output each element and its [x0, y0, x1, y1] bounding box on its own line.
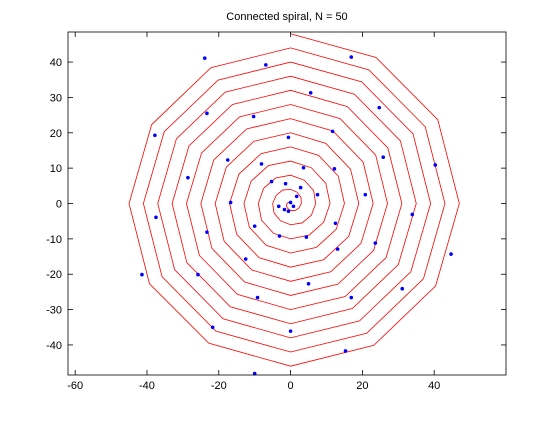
point-marker	[349, 55, 354, 59]
point-marker	[349, 295, 354, 300]
point-marker	[269, 179, 274, 184]
point-marker	[277, 234, 282, 238]
y-tick-label: -40	[46, 340, 62, 352]
point-marker	[332, 167, 337, 171]
point-marker	[373, 241, 378, 245]
point-marker	[196, 272, 200, 277]
point-marker	[288, 200, 293, 205]
point-marker	[140, 272, 144, 277]
y-tick-label: -10	[46, 234, 62, 246]
point-marker	[276, 204, 281, 209]
point-marker	[308, 91, 313, 95]
point-marker	[154, 215, 158, 220]
point-marker	[315, 192, 320, 197]
point-marker	[330, 129, 335, 134]
point-marker	[410, 212, 415, 217]
point-marker	[291, 204, 296, 209]
point-marker	[264, 63, 268, 67]
point-marker	[335, 247, 340, 251]
point-marker	[225, 158, 230, 162]
point-marker	[243, 257, 248, 261]
point-marker	[433, 163, 438, 167]
point-marker	[259, 162, 264, 166]
point-marker	[255, 295, 260, 300]
point-marker	[186, 175, 190, 180]
point-marker	[282, 207, 287, 212]
spiral-line	[128, 33, 460, 367]
y-tick-label: 30	[50, 92, 62, 104]
y-tick-label: -30	[46, 305, 62, 317]
point-marker	[288, 329, 293, 333]
x-tick-label: -20	[211, 380, 227, 392]
point-marker	[301, 165, 306, 170]
point-marker	[306, 281, 311, 286]
point-marker	[283, 181, 288, 186]
point-marker	[381, 155, 386, 159]
x-tick-label: 20	[356, 380, 368, 392]
point-marker	[205, 230, 209, 234]
point-marker	[153, 133, 157, 138]
point-marker	[205, 111, 209, 116]
point-marker	[298, 185, 303, 190]
point-marker	[286, 135, 291, 140]
y-tick-label: 40	[50, 57, 62, 69]
point-marker	[304, 235, 309, 239]
point-marker	[400, 286, 405, 291]
x-tick-label: 40	[428, 380, 440, 392]
y-tick-label: 0	[56, 199, 62, 211]
point-marker	[377, 105, 382, 110]
point-marker	[333, 221, 338, 226]
point-marker	[210, 325, 215, 330]
point-marker	[228, 200, 233, 205]
x-tick-label: 0	[288, 380, 294, 392]
point-marker	[449, 252, 453, 256]
point-marker	[252, 224, 257, 228]
y-tick-label: 20	[50, 128, 62, 140]
x-tick-label: -60	[67, 380, 83, 392]
point-marker	[286, 209, 291, 214]
y-tick-label: -20	[46, 269, 62, 281]
y-tick-label: 10	[50, 163, 62, 175]
point-marker	[363, 192, 368, 197]
point-marker	[343, 349, 348, 353]
chart-title: Connected spiral, N = 50	[226, 11, 347, 23]
point-marker	[294, 194, 299, 199]
x-tick-label: -40	[139, 380, 155, 392]
point-marker	[251, 114, 256, 119]
point-marker	[252, 371, 257, 376]
point-marker	[202, 56, 207, 60]
